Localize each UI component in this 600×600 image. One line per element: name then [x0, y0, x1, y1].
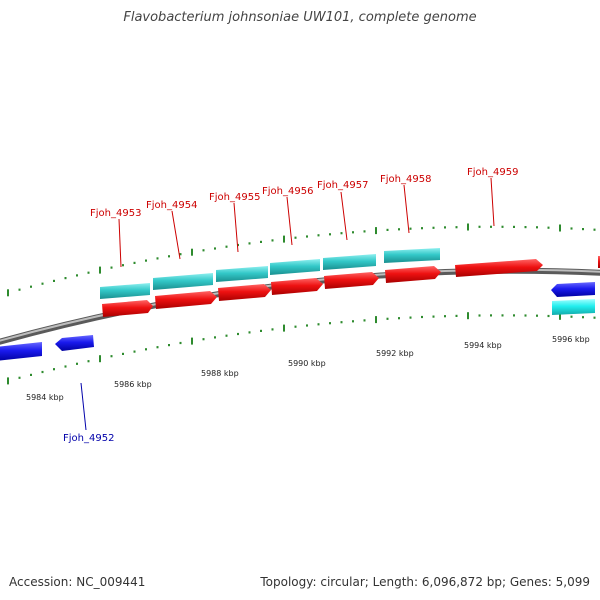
kbp-label: 5992 kbp [376, 349, 414, 358]
gene-arrow-reverse[interactable] [55, 335, 94, 351]
gene-arrow[interactable] [155, 291, 217, 309]
forward-gene-labels: Fjoh_4953 Fjoh_4954 Fjoh_4955 Fjoh_4956 … [90, 167, 518, 219]
gene-label[interactable]: Fjoh_4952 [63, 433, 114, 444]
gene-arrow[interactable] [455, 259, 543, 277]
gene-label[interactable]: Fjoh_4958 [380, 174, 431, 185]
outer-tick-track [7, 223, 596, 297]
gene-arrow[interactable] [271, 278, 323, 295]
kbp-label: 5988 kbp [201, 369, 239, 378]
cds-feature[interactable] [100, 283, 150, 299]
reverse-label-leaders [80, 382, 87, 431]
position-labels: 5984 kbp 5986 kbp 5988 kbp 5990 kbp 5992… [26, 335, 590, 402]
gene-arrow[interactable] [324, 272, 379, 289]
forward-gene-lane [102, 256, 600, 317]
cds-feature[interactable] [216, 266, 268, 282]
gene-label[interactable]: Fjoh_4955 [209, 192, 260, 203]
cds-feature[interactable] [270, 259, 320, 275]
gene-label[interactable]: Fjoh_4957 [317, 180, 368, 191]
reverse-gene-lane [0, 282, 595, 361]
kbp-label: 5994 kbp [464, 341, 502, 350]
gene-arrow[interactable] [102, 300, 153, 317]
gene-arrow[interactable] [218, 284, 271, 301]
gene-arrow[interactable] [385, 266, 441, 283]
cds-feature[interactable] [384, 248, 440, 263]
inner-tick-track [7, 312, 596, 385]
gene-label[interactable]: Fjoh_4953 [90, 208, 141, 219]
cds-feature-reverse[interactable] [552, 299, 595, 315]
genome-stats-text: Topology: circular; Length: 6,096,872 bp… [260, 575, 590, 589]
gene-label[interactable]: Fjoh_4954 [146, 200, 197, 211]
cds-feature[interactable] [323, 254, 376, 270]
cds-feature[interactable] [153, 273, 213, 290]
accession-text: Accession: NC_009441 [9, 575, 146, 589]
reverse-gene-labels: Fjoh_4952 [63, 433, 114, 444]
gene-arrow-reverse[interactable] [551, 282, 595, 297]
gene-arrow-reverse[interactable] [0, 342, 42, 361]
forward-cds-lane [100, 248, 440, 299]
forward-label-leaders [118, 177, 495, 268]
kbp-label: 5984 kbp [26, 393, 64, 402]
kbp-label: 5990 kbp [288, 359, 326, 368]
kbp-label: 5986 kbp [114, 380, 152, 389]
kbp-label: 5996 kbp [552, 335, 590, 344]
gene-label[interactable]: Fjoh_4956 [262, 186, 313, 197]
genome-title: Flavobacterium johnsoniae UW101, complet… [123, 10, 477, 25]
gene-label[interactable]: Fjoh_4959 [467, 167, 518, 178]
